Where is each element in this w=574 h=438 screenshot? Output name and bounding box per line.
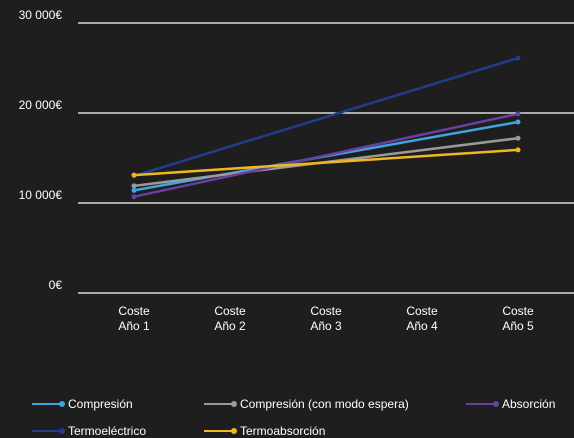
data-point	[515, 55, 521, 61]
series-lines	[131, 55, 521, 200]
series-line	[133, 112, 519, 198]
x-tick-label: Coste Año 1	[118, 304, 150, 333]
y-axis: 0€ 10 000€ 20 000€ 30 000€	[19, 8, 63, 292]
series-termoabsorci-n	[131, 147, 521, 178]
series-termoel-ctrico	[131, 55, 521, 179]
x-axis: Coste Año 1 Coste Año 2 Coste Año 3 Coste Año 4…	[118, 304, 534, 333]
series-line	[133, 56, 519, 178]
data-point	[515, 119, 521, 125]
data-point	[515, 135, 521, 141]
data-point	[131, 194, 137, 200]
x-tick-label: Coste Año 5	[502, 304, 534, 333]
data-point	[515, 111, 521, 117]
gridlines	[78, 22, 574, 294]
data-point	[131, 183, 137, 189]
x-tick-label: Coste Año 4	[406, 304, 438, 333]
data-point	[131, 172, 137, 178]
data-point	[515, 147, 521, 153]
series-absorci-n	[131, 111, 521, 200]
x-tick-label: Coste Año 2	[214, 304, 246, 333]
series-line	[133, 148, 519, 177]
y-tick-label: 0€	[49, 278, 63, 292]
x-tick-label: Coste Año 3	[310, 304, 342, 333]
y-tick-label: 20 000€	[19, 98, 63, 112]
y-tick-label: 30 000€	[19, 8, 63, 22]
data-point	[131, 187, 137, 193]
y-tick-label: 10 000€	[19, 188, 63, 202]
